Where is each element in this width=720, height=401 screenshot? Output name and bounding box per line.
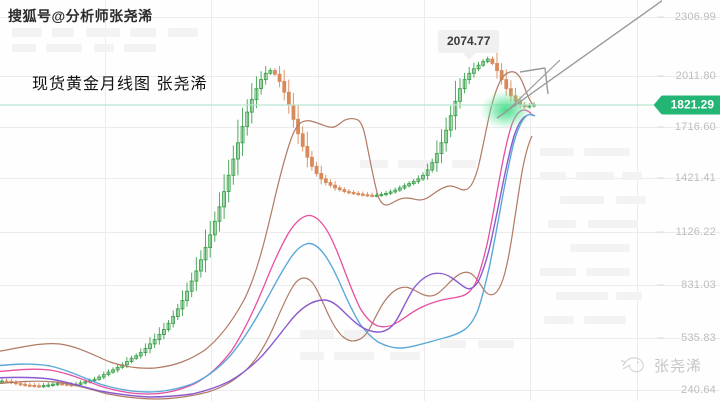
background-watermark	[334, 352, 374, 360]
background-watermark	[168, 28, 198, 37]
background-watermark	[560, 196, 604, 204]
trend-arrow-head-wing-left	[519, 67, 546, 73]
ma-envelope-lower-line	[0, 135, 533, 400]
bird-logo-icon	[619, 352, 649, 379]
background-watermark	[588, 220, 638, 228]
background-watermark	[124, 44, 156, 52]
axis-label-price: 240.64	[681, 384, 716, 396]
gridline-vertical	[530, 0, 531, 401]
background-watermark	[570, 244, 630, 252]
axis-label-price: 831.03	[681, 279, 716, 291]
gridline-vertical	[211, 0, 212, 401]
background-watermark	[584, 148, 630, 156]
background-watermark	[94, 44, 114, 52]
gridline-horizontal	[0, 285, 720, 286]
trend-arrow-head-wing-right	[544, 67, 549, 95]
gridline-vertical	[105, 0, 106, 401]
trend-arrow-shaft	[496, 0, 662, 119]
background-watermark	[544, 316, 574, 324]
gridline-horizontal	[0, 127, 720, 128]
background-watermark	[540, 268, 576, 276]
axis-tick	[657, 177, 664, 179]
ma-pink-line	[0, 109, 534, 395]
background-watermark	[576, 172, 614, 180]
axis-tick	[657, 284, 664, 286]
axis-label-price: 2011.80	[675, 70, 716, 82]
candlestick-series	[0, 51, 536, 388]
chart-title: 现货黄金月线图 张尧浠	[32, 76, 208, 93]
gridline-vertical	[424, 0, 425, 401]
background-watermark	[586, 268, 630, 276]
current-price-glow	[480, 90, 532, 130]
background-watermark	[52, 28, 74, 37]
peak-price-tooltip[interactable]: 2074.77	[438, 30, 500, 60]
background-watermark	[622, 172, 642, 180]
background-watermark	[12, 28, 42, 37]
background-watermark	[12, 44, 36, 52]
axis-label-price: 1716.60	[674, 121, 716, 133]
background-watermark	[616, 292, 642, 300]
ma-purple-line	[0, 115, 527, 398]
background-watermark	[440, 340, 466, 348]
gridline-horizontal	[0, 232, 720, 233]
axis-tick	[657, 75, 664, 77]
ma-envelope-upper-line	[0, 71, 535, 369]
axis-label-price: 535.83	[681, 332, 716, 344]
watermark-text: 张尧浠	[653, 358, 702, 375]
background-watermark	[46, 44, 82, 52]
gridline-horizontal	[0, 76, 720, 77]
background-watermark	[86, 28, 120, 37]
current-price-tag[interactable]: 1821.29	[660, 95, 720, 115]
background-watermark	[130, 28, 156, 37]
background-watermark	[540, 148, 574, 156]
gridline-horizontal	[0, 178, 720, 179]
bottom-right-watermark: 张尧浠	[619, 352, 702, 379]
background-watermark	[556, 292, 608, 300]
background-watermark	[548, 220, 576, 228]
axis-tick	[657, 231, 664, 233]
gridline-horizontal	[0, 390, 720, 391]
trend-arrow-secondary	[505, 59, 561, 113]
ma-blue-line	[0, 113, 536, 393]
background-watermark	[452, 160, 476, 168]
background-watermark	[478, 340, 514, 348]
background-watermark	[300, 352, 324, 360]
axis-label-price: 2306.99	[674, 11, 716, 23]
axis-tick	[657, 16, 664, 18]
background-watermark	[584, 316, 626, 324]
background-watermark	[540, 172, 566, 180]
background-watermark	[390, 352, 420, 360]
gridline-horizontal	[0, 17, 720, 18]
axis-tick	[657, 126, 664, 128]
top-left-watermark: 搜狐号@分析师张尧浠	[8, 8, 153, 24]
background-watermark	[398, 160, 438, 168]
background-watermark	[344, 330, 372, 338]
gridline-vertical	[318, 0, 319, 401]
background-watermark	[616, 196, 646, 204]
axis-tick	[657, 337, 664, 339]
background-watermark	[300, 330, 334, 338]
axis-label-price: 1126.22	[675, 226, 716, 238]
axis-label-price: 1421.41	[674, 172, 716, 184]
background-watermark	[360, 160, 388, 168]
